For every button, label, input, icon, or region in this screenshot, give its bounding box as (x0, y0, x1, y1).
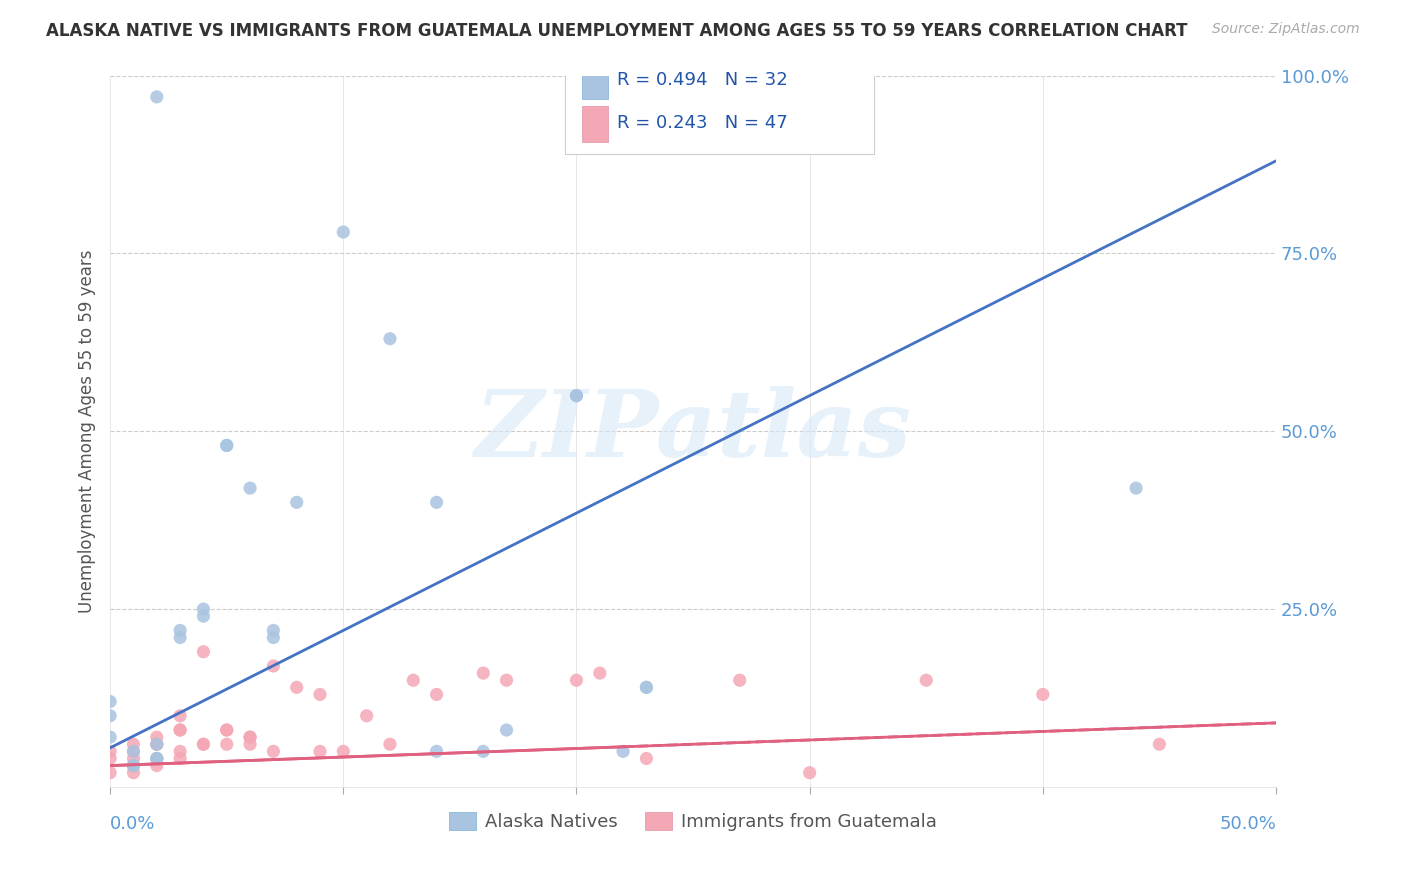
Point (122, 744, 145, 758)
Point (309, 744, 332, 758)
Point (565, 673, 588, 688)
Point (98, 744, 121, 758)
Point (356, 708, 378, 723)
Point (262, 659, 284, 673)
Point (378, 737, 401, 751)
Point (262, 624, 284, 638)
Text: ZIPatlas: ZIPatlas (475, 386, 911, 476)
Point (98, 751, 121, 765)
Point (146, 737, 169, 751)
Point (285, 495, 308, 509)
FancyBboxPatch shape (582, 106, 607, 142)
Point (262, 631, 284, 645)
Point (122, 765, 145, 780)
Point (239, 481, 262, 495)
Text: R = 0.494   N = 32: R = 0.494 N = 32 (617, 71, 787, 89)
Point (589, 666, 612, 681)
Point (472, 666, 495, 681)
Point (193, 645, 215, 659)
Point (146, 758, 169, 772)
Point (378, 332, 401, 346)
Point (193, 602, 215, 616)
Point (285, 681, 308, 695)
Point (98, 694, 121, 708)
Point (122, 744, 145, 758)
Text: 50.0%: 50.0% (1219, 815, 1277, 833)
Point (426, 744, 449, 758)
Point (146, 737, 169, 751)
Point (239, 737, 262, 751)
Point (122, 758, 145, 772)
Point (239, 730, 262, 744)
Point (1149, 737, 1171, 751)
Point (98, 708, 121, 723)
Point (402, 673, 425, 688)
Point (215, 723, 238, 737)
Point (636, 751, 658, 765)
Point (146, 737, 169, 751)
Legend: Alaska Natives, Immigrants from Guatemala: Alaska Natives, Immigrants from Guatemal… (449, 812, 936, 831)
Y-axis label: Unemployment Among Ages 55 to 59 years: Unemployment Among Ages 55 to 59 years (79, 250, 96, 613)
Point (636, 681, 658, 695)
Point (122, 758, 145, 772)
Point (215, 737, 238, 751)
Point (146, 90, 169, 104)
FancyBboxPatch shape (582, 63, 607, 99)
Point (495, 723, 517, 737)
Text: ALASKA NATIVE VS IMMIGRANTS FROM GUATEMALA UNEMPLOYMENT AMONG AGES 55 TO 59 YEAR: ALASKA NATIVE VS IMMIGRANTS FROM GUATEMA… (46, 22, 1188, 40)
Point (122, 751, 145, 765)
Point (215, 438, 238, 452)
Point (169, 631, 191, 645)
Point (426, 688, 449, 702)
Point (239, 730, 262, 744)
Point (495, 673, 517, 688)
Point (915, 673, 938, 688)
Point (98, 730, 121, 744)
Point (1032, 688, 1054, 702)
Point (169, 723, 191, 737)
Point (215, 438, 238, 452)
Point (193, 609, 215, 624)
Point (1125, 481, 1147, 495)
Point (169, 624, 191, 638)
Point (799, 765, 821, 780)
Point (426, 495, 449, 509)
Point (262, 744, 284, 758)
Point (146, 730, 169, 744)
Point (122, 737, 145, 751)
Point (146, 751, 169, 765)
FancyBboxPatch shape (565, 51, 873, 153)
Text: Source: ZipAtlas.com: Source: ZipAtlas.com (1212, 22, 1360, 37)
Point (215, 723, 238, 737)
Point (146, 751, 169, 765)
Point (332, 225, 354, 239)
Point (309, 688, 332, 702)
Point (565, 389, 588, 403)
Point (565, 389, 588, 403)
Point (169, 751, 191, 765)
Point (169, 744, 191, 758)
Text: 0.0%: 0.0% (110, 815, 156, 833)
Point (728, 673, 751, 688)
Text: R = 0.243   N = 47: R = 0.243 N = 47 (617, 114, 787, 132)
Point (612, 744, 634, 758)
Point (169, 708, 191, 723)
Point (636, 681, 658, 695)
Point (146, 751, 169, 765)
Point (169, 723, 191, 737)
Point (472, 744, 495, 758)
Point (332, 744, 354, 758)
Point (193, 737, 215, 751)
Point (122, 758, 145, 772)
Point (193, 737, 215, 751)
Point (98, 765, 121, 780)
